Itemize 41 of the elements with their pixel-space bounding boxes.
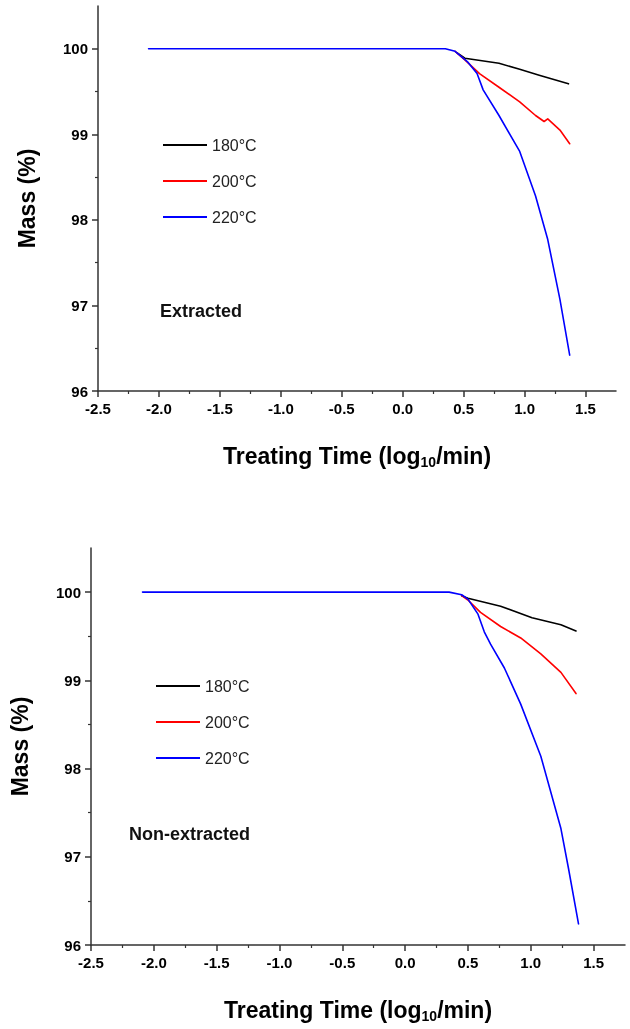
y-tick-label: 97 <box>71 296 88 314</box>
x-tick-label: -1.0 <box>267 400 294 417</box>
y-axis-title: Mass (%) <box>6 696 33 797</box>
legend-label: 220°C <box>205 749 250 767</box>
x-tick-label: 0.0 <box>394 954 416 971</box>
y-tick-label: 98 <box>64 760 81 778</box>
x-tick-label: 0.5 <box>453 400 475 417</box>
y-tick-label: 96 <box>71 382 88 400</box>
y-axis-title: Mass (%) <box>13 148 40 249</box>
x-tick-label: -2.0 <box>146 400 172 417</box>
legend-label: 180°C <box>205 677 250 695</box>
line-series <box>456 52 570 85</box>
x-tick-label: 1.5 <box>575 400 596 417</box>
x-tick-label: -2.5 <box>85 400 111 417</box>
x-tick-label: -1.5 <box>206 400 233 417</box>
x-tick-label: 0.0 <box>392 400 414 417</box>
x-tick-label: -0.5 <box>329 954 356 971</box>
legend-label: 200°C <box>205 713 250 731</box>
legend-label: 180°C <box>212 136 257 154</box>
x-tick-label: -2.0 <box>140 954 167 971</box>
y-tick-label: 96 <box>64 936 81 954</box>
annotation: Non-extracted <box>129 824 251 844</box>
annotation: Extracted <box>160 301 243 321</box>
legend-label: 220°C <box>212 208 257 226</box>
y-tick-label: 100 <box>55 583 81 601</box>
y-tick-label: 98 <box>71 211 88 229</box>
x-tick-label: -1.5 <box>203 954 230 971</box>
x-tick-label: 1.0 <box>520 954 542 971</box>
line-series <box>460 594 577 695</box>
x-tick-label: 1.5 <box>583 954 605 971</box>
x-tick-label: -2.5 <box>78 954 104 971</box>
y-tick-label: 100 <box>62 40 88 58</box>
x-tick-label: 0.5 <box>457 954 479 971</box>
y-tick-label: 99 <box>71 125 88 143</box>
y-tick-label: 97 <box>64 848 81 866</box>
x-tick-label: 1.0 <box>514 400 536 417</box>
line-series <box>147 47 571 356</box>
y-tick-label: 99 <box>64 671 81 689</box>
x-tick-label: -1.0 <box>266 954 293 971</box>
legend-label: 200°C <box>212 172 257 190</box>
x-tick-label: -0.5 <box>328 400 355 417</box>
